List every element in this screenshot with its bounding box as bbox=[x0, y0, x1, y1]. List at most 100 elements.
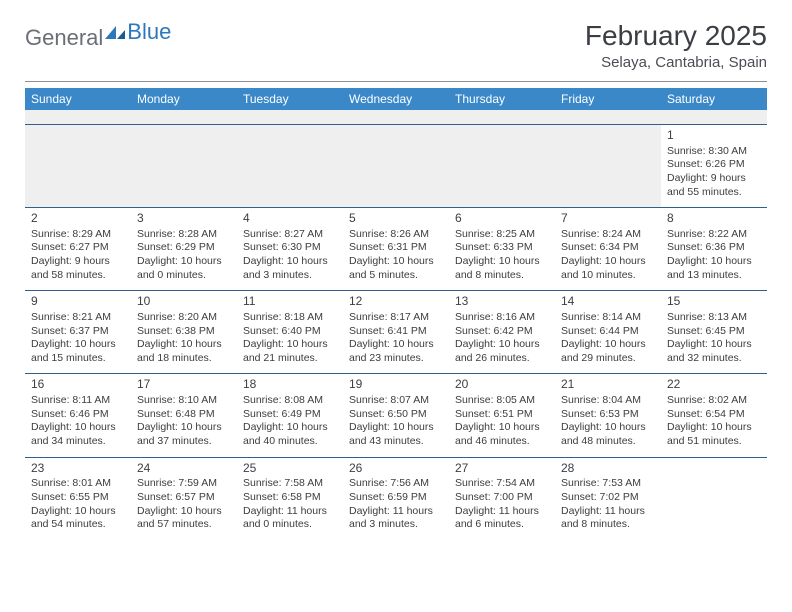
sunrise-text: Sunrise: 8:29 AM bbox=[31, 228, 125, 242]
day-number: 18 bbox=[243, 377, 337, 393]
daylight-text: and 0 minutes. bbox=[243, 518, 337, 532]
sunset-text: Sunset: 6:41 PM bbox=[349, 325, 443, 339]
day-number: 4 bbox=[243, 211, 337, 227]
day-cell: 10Sunrise: 8:20 AMSunset: 6:38 PMDayligh… bbox=[131, 291, 237, 373]
day-cell: 21Sunrise: 8:04 AMSunset: 6:53 PMDayligh… bbox=[555, 374, 661, 456]
daylight-text: Daylight: 10 hours bbox=[349, 338, 443, 352]
day-cell: 8Sunrise: 8:22 AMSunset: 6:36 PMDaylight… bbox=[661, 208, 767, 290]
sunset-text: Sunset: 6:51 PM bbox=[455, 408, 549, 422]
weekday-header-row: Sunday Monday Tuesday Wednesday Thursday… bbox=[25, 88, 767, 110]
weeks-container: 1Sunrise: 8:30 AMSunset: 6:26 PMDaylight… bbox=[25, 124, 767, 540]
sunset-text: Sunset: 6:49 PM bbox=[243, 408, 337, 422]
day-cell: 9Sunrise: 8:21 AMSunset: 6:37 PMDaylight… bbox=[25, 291, 131, 373]
sunrise-text: Sunrise: 8:07 AM bbox=[349, 394, 443, 408]
sunset-text: Sunset: 6:34 PM bbox=[561, 241, 655, 255]
daylight-text: and 3 minutes. bbox=[243, 269, 337, 283]
daylight-text: Daylight: 10 hours bbox=[243, 255, 337, 269]
daylight-text: and 58 minutes. bbox=[31, 269, 125, 283]
sunset-text: Sunset: 6:45 PM bbox=[667, 325, 761, 339]
calendar-page: General Blue February 2025 Selaya, Canta… bbox=[0, 0, 792, 540]
daylight-text: and 40 minutes. bbox=[243, 435, 337, 449]
daylight-text: Daylight: 10 hours bbox=[561, 338, 655, 352]
day-cell: 2Sunrise: 8:29 AMSunset: 6:27 PMDaylight… bbox=[25, 208, 131, 290]
day-cell: 18Sunrise: 8:08 AMSunset: 6:49 PMDayligh… bbox=[237, 374, 343, 456]
daylight-text: and 54 minutes. bbox=[31, 518, 125, 532]
sunrise-text: Sunrise: 8:04 AM bbox=[561, 394, 655, 408]
sunrise-text: Sunrise: 8:18 AM bbox=[243, 311, 337, 325]
sunset-text: Sunset: 7:00 PM bbox=[455, 491, 549, 505]
sunset-text: Sunset: 6:30 PM bbox=[243, 241, 337, 255]
day-cell: 22Sunrise: 8:02 AMSunset: 6:54 PMDayligh… bbox=[661, 374, 767, 456]
sunset-text: Sunset: 6:48 PM bbox=[137, 408, 231, 422]
day-cell: 13Sunrise: 8:16 AMSunset: 6:42 PMDayligh… bbox=[449, 291, 555, 373]
day-number: 12 bbox=[349, 294, 443, 310]
day-cell: 17Sunrise: 8:10 AMSunset: 6:48 PMDayligh… bbox=[131, 374, 237, 456]
day-number: 24 bbox=[137, 461, 231, 477]
sunset-text: Sunset: 6:36 PM bbox=[667, 241, 761, 255]
day-number: 6 bbox=[455, 211, 549, 227]
daylight-text: and 21 minutes. bbox=[243, 352, 337, 366]
day-number: 21 bbox=[561, 377, 655, 393]
daylight-text: and 23 minutes. bbox=[349, 352, 443, 366]
day-number: 27 bbox=[455, 461, 549, 477]
day-number: 20 bbox=[455, 377, 549, 393]
daylight-text: and 3 minutes. bbox=[349, 518, 443, 532]
header: General Blue February 2025 Selaya, Canta… bbox=[25, 20, 767, 71]
weekday-header: Thursday bbox=[449, 88, 555, 110]
daylight-text: and 55 minutes. bbox=[667, 186, 761, 200]
day-number: 2 bbox=[31, 211, 125, 227]
sunset-text: Sunset: 6:54 PM bbox=[667, 408, 761, 422]
top-rule bbox=[25, 81, 767, 82]
daylight-text: and 43 minutes. bbox=[349, 435, 443, 449]
daylight-text: and 26 minutes. bbox=[455, 352, 549, 366]
sunset-text: Sunset: 6:57 PM bbox=[137, 491, 231, 505]
day-cell: 24Sunrise: 7:59 AMSunset: 6:57 PMDayligh… bbox=[131, 458, 237, 540]
daylight-text: Daylight: 11 hours bbox=[349, 505, 443, 519]
weekday-header: Sunday bbox=[25, 88, 131, 110]
sunrise-text: Sunrise: 8:26 AM bbox=[349, 228, 443, 242]
weekday-header: Saturday bbox=[661, 88, 767, 110]
daylight-text: Daylight: 10 hours bbox=[349, 421, 443, 435]
week-row: 23Sunrise: 8:01 AMSunset: 6:55 PMDayligh… bbox=[25, 457, 767, 540]
day-number: 8 bbox=[667, 211, 761, 227]
sunset-text: Sunset: 6:40 PM bbox=[243, 325, 337, 339]
title-block: February 2025 Selaya, Cantabria, Spain bbox=[585, 20, 767, 71]
sunrise-text: Sunrise: 8:02 AM bbox=[667, 394, 761, 408]
weekday-header: Monday bbox=[131, 88, 237, 110]
day-number: 3 bbox=[137, 211, 231, 227]
daylight-text: and 18 minutes. bbox=[137, 352, 231, 366]
day-number: 19 bbox=[349, 377, 443, 393]
sunrise-text: Sunrise: 8:16 AM bbox=[455, 311, 549, 325]
daylight-text: Daylight: 10 hours bbox=[137, 338, 231, 352]
day-number: 15 bbox=[667, 294, 761, 310]
day-cell: 20Sunrise: 8:05 AMSunset: 6:51 PMDayligh… bbox=[449, 374, 555, 456]
daylight-text: Daylight: 9 hours bbox=[667, 172, 761, 186]
sunset-text: Sunset: 6:50 PM bbox=[349, 408, 443, 422]
sunset-text: Sunset: 6:31 PM bbox=[349, 241, 443, 255]
sunrise-text: Sunrise: 8:21 AM bbox=[31, 311, 125, 325]
daylight-text: and 6 minutes. bbox=[455, 518, 549, 532]
sunset-text: Sunset: 6:37 PM bbox=[31, 325, 125, 339]
daylight-text: and 57 minutes. bbox=[137, 518, 231, 532]
day-cell: 3Sunrise: 8:28 AMSunset: 6:29 PMDaylight… bbox=[131, 208, 237, 290]
daylight-text: and 10 minutes. bbox=[561, 269, 655, 283]
sunrise-text: Sunrise: 8:20 AM bbox=[137, 311, 231, 325]
daylight-text: Daylight: 10 hours bbox=[561, 255, 655, 269]
sunrise-text: Sunrise: 7:56 AM bbox=[349, 477, 443, 491]
daylight-text: and 46 minutes. bbox=[455, 435, 549, 449]
daylight-text: and 29 minutes. bbox=[561, 352, 655, 366]
sunset-text: Sunset: 6:44 PM bbox=[561, 325, 655, 339]
sunrise-text: Sunrise: 8:08 AM bbox=[243, 394, 337, 408]
daylight-text: and 13 minutes. bbox=[667, 269, 761, 283]
sunrise-text: Sunrise: 8:30 AM bbox=[667, 145, 761, 159]
daylight-text: Daylight: 10 hours bbox=[349, 255, 443, 269]
empty-cell bbox=[131, 125, 237, 207]
day-number: 9 bbox=[31, 294, 125, 310]
page-title: February 2025 bbox=[585, 20, 767, 52]
day-number: 25 bbox=[243, 461, 337, 477]
empty-cell bbox=[25, 125, 131, 207]
week-row: 2Sunrise: 8:29 AMSunset: 6:27 PMDaylight… bbox=[25, 207, 767, 290]
day-cell: 12Sunrise: 8:17 AMSunset: 6:41 PMDayligh… bbox=[343, 291, 449, 373]
day-cell: 19Sunrise: 8:07 AMSunset: 6:50 PMDayligh… bbox=[343, 374, 449, 456]
daylight-text: Daylight: 9 hours bbox=[31, 255, 125, 269]
